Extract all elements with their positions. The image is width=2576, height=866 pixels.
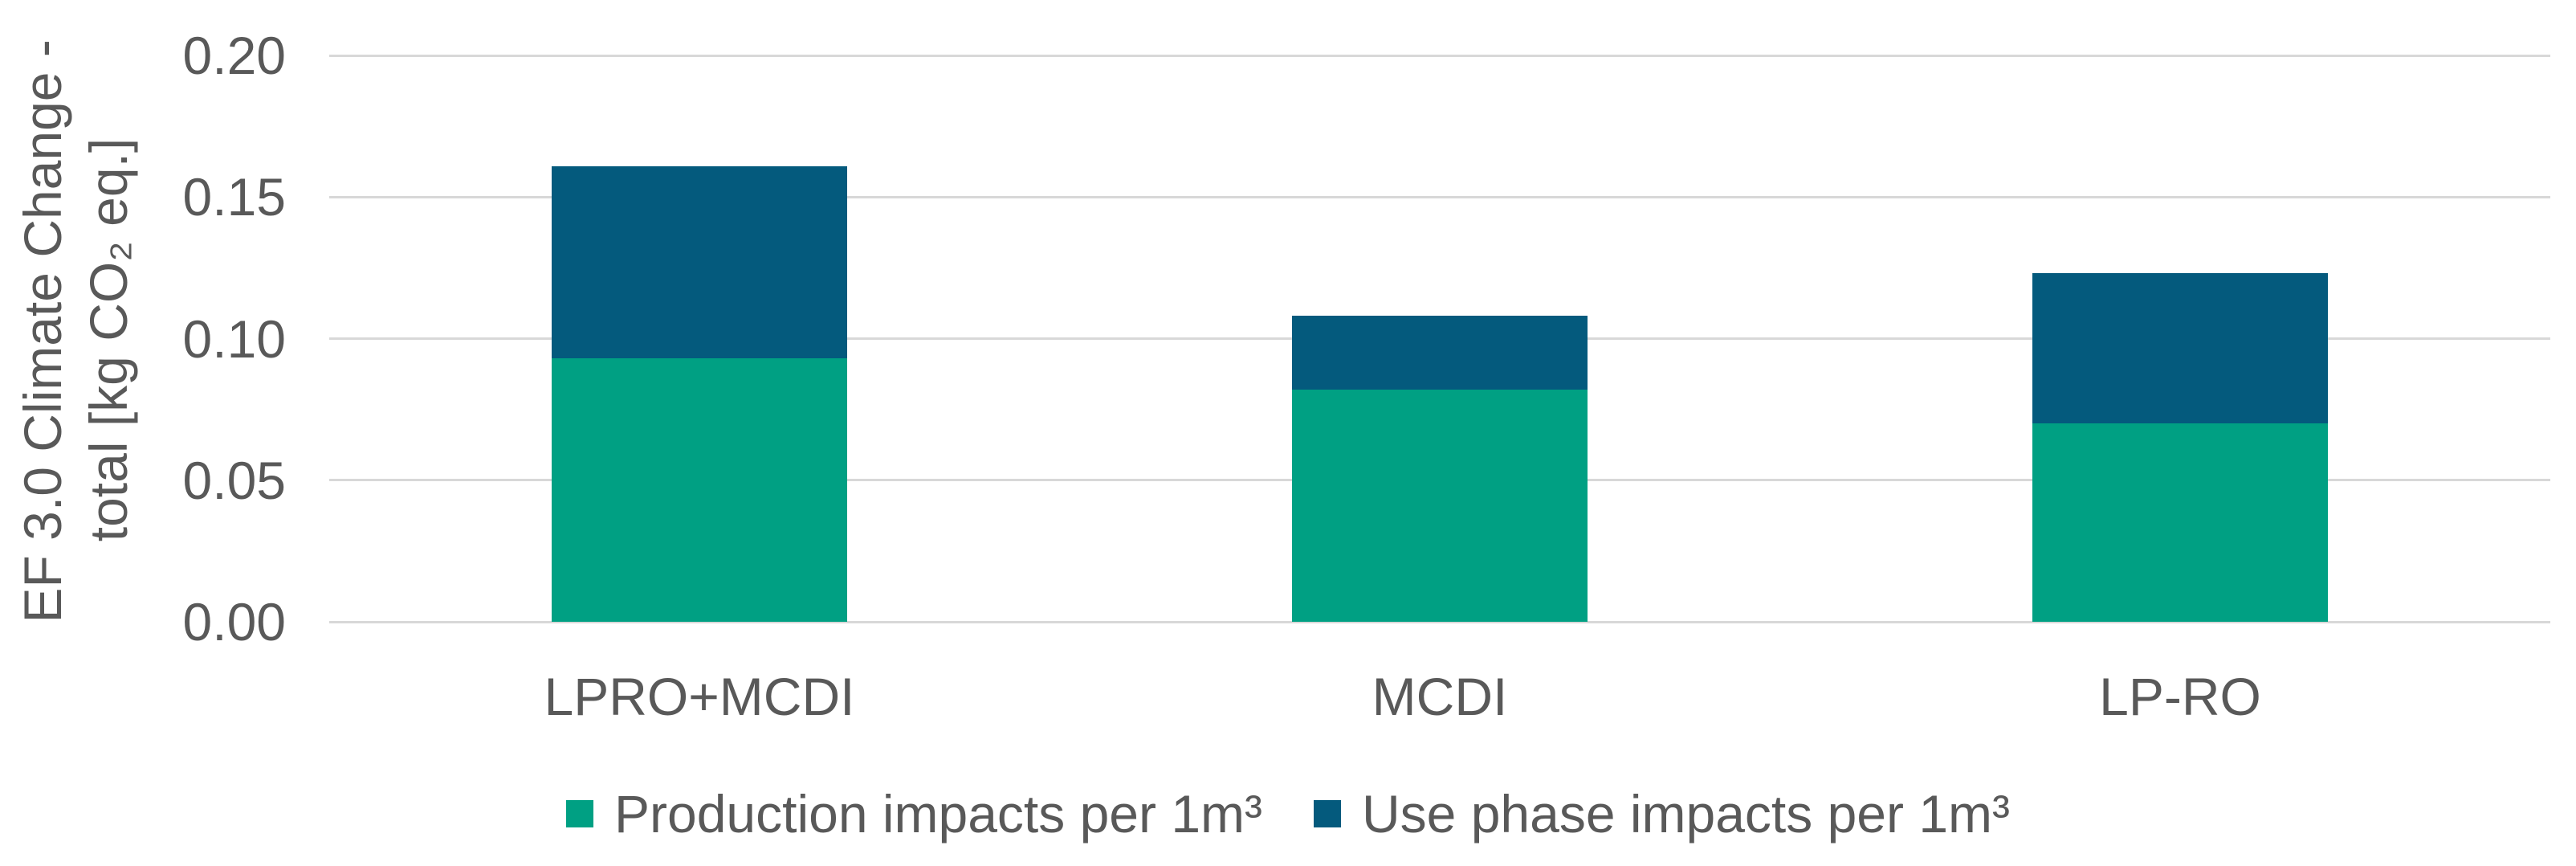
bar-segment-use-MCDI (1292, 316, 1588, 390)
gridline-0.20 (329, 54, 2550, 57)
legend: Production impacts per 1m³ Use phase impa… (0, 781, 2576, 847)
y-tick-label-0.15: 0.15 (182, 167, 286, 227)
legend-item-production: Production impacts per 1m³ (566, 782, 1262, 846)
legend-label: Production impacts per 1m³ (614, 784, 1262, 844)
gridline-0.15 (329, 195, 2550, 198)
category-label-LPRO+MCDI: LPRO+MCDI (544, 667, 855, 726)
y-tick-label-0.00: 0.00 (182, 592, 286, 652)
bar-segment-use-LP-RO (2032, 273, 2328, 424)
bar-segment-use-LPRO+MCDI (552, 165, 847, 359)
y-tick-label-0.20: 0.20 (182, 26, 286, 85)
legend-swatch-icon (566, 800, 593, 827)
gridline-0.00 (329, 620, 2550, 623)
bar-segment-production-MCDI (1292, 389, 1588, 622)
bar-segment-production-LPRO+MCDI (552, 358, 847, 622)
category-label-LP-RO: LP-RO (2099, 667, 2261, 726)
y-tick-label-0.05: 0.05 (182, 450, 286, 510)
y-tick-label-0.10: 0.10 (182, 308, 286, 369)
category-label-MCDI: MCDI (1372, 667, 1508, 726)
bar-segment-production-LP-RO (2032, 423, 2328, 623)
legend-swatch-icon (1314, 800, 1341, 827)
legend-label: Use phase impacts per 1m³ (1362, 784, 2010, 844)
legend-item-use: Use phase impacts per 1m³ (1314, 782, 2010, 846)
